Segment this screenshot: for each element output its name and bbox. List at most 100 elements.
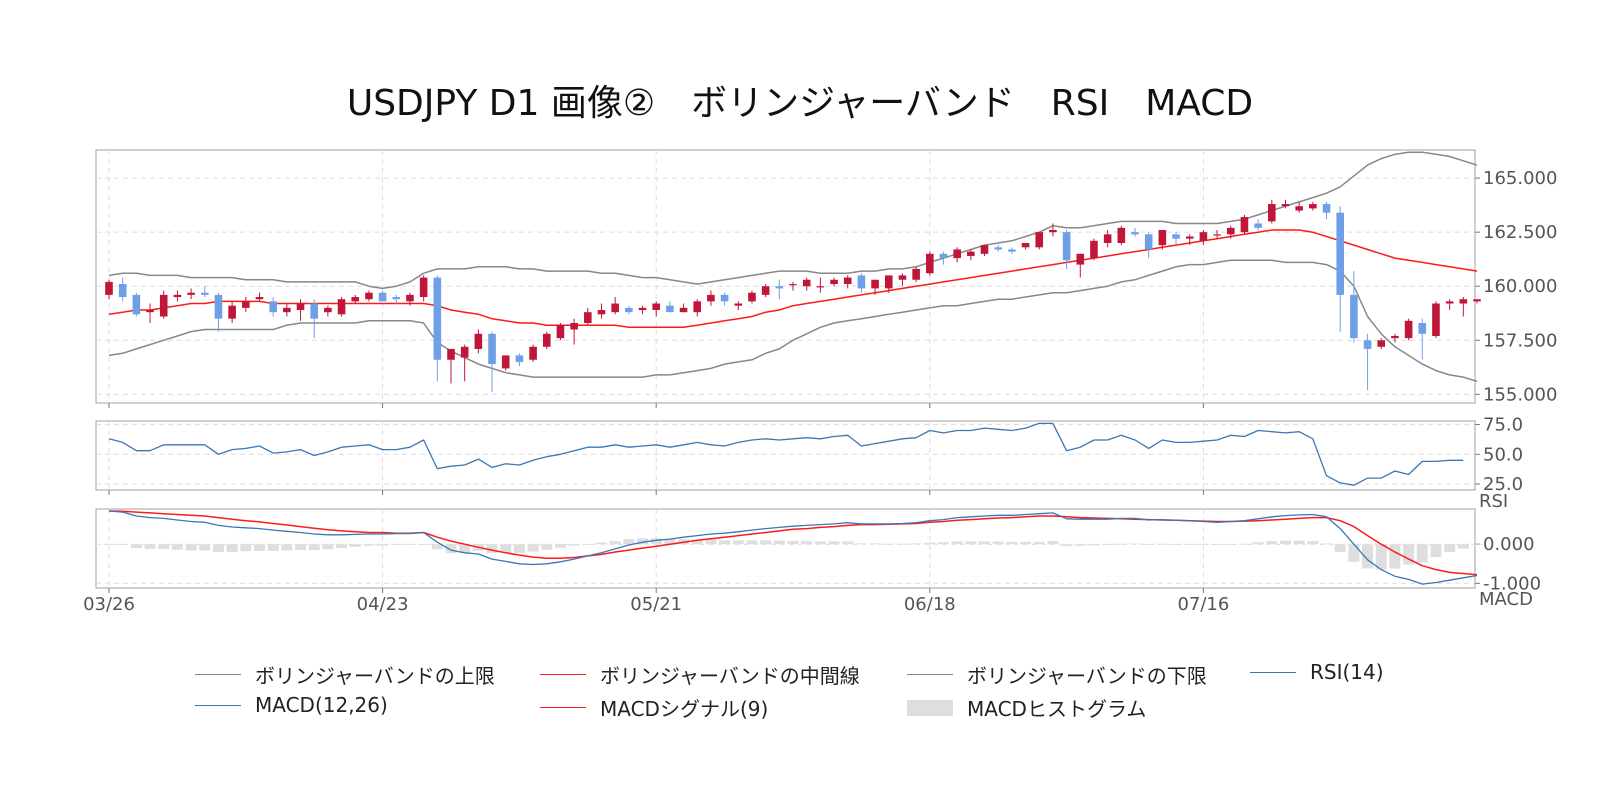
macd-histogram-bar [1115,543,1127,545]
candle-body [337,299,346,315]
y-tick-label: 75.0 [1483,415,1523,436]
candle-body [1350,294,1358,339]
candle [679,303,688,313]
candle-body [1336,212,1344,295]
candle [1021,242,1030,250]
candle [255,292,264,302]
candle-body [857,275,866,289]
legend-swatch [195,704,241,706]
macd-histogram-bar [1416,544,1428,563]
candle-body [967,251,975,256]
macd-histogram-bar [513,544,525,553]
macd-histogram-bar [1457,544,1469,549]
macd-histogram-bar [349,544,361,547]
candle-body [720,294,729,302]
candle [337,297,346,317]
macd-panel: -1.000 0.000 MACD 03/26 04/23 05/21 06/18 07/16 [83,508,1541,615]
macd-histogram-bar [1279,540,1291,545]
candle-body [1199,232,1208,241]
macd-histogram-bar [814,541,826,545]
macd-histogram-bar [1033,541,1045,545]
macd-histogram-bar [1444,544,1456,553]
candle [1062,230,1071,269]
candle-body [1363,340,1372,349]
candle [1103,230,1112,248]
candle [118,277,127,302]
macd-histogram-bar [336,544,348,549]
macd-histogram-bar [1156,543,1168,545]
legend-label: MACDヒストグラム [967,697,1147,721]
macd-histogram-bar [719,540,731,545]
candle [884,275,893,293]
candle [926,251,934,276]
macd-histogram-bar [158,544,170,549]
candle-body [187,292,195,295]
candle-body [1322,204,1331,213]
candle [269,297,277,317]
candle [132,292,141,317]
candle [324,305,332,317]
candle [912,266,920,282]
macd-histogram-bar [1238,543,1250,545]
candle [1459,297,1468,317]
candle [351,294,360,304]
macd-histogram-bar [1088,544,1100,546]
macd-histogram-bar [1006,541,1018,545]
candle-body [1035,232,1044,248]
candle [447,348,455,384]
legend-label: MACD(12,26) [255,693,388,717]
macd-histogram-bar [582,544,594,545]
candle-body [296,303,305,311]
candle [419,275,428,302]
candle [939,251,948,265]
macd-histogram-bar [185,544,197,551]
candle-body [406,294,414,302]
candle [1404,318,1413,341]
macd-histogram-bar [445,544,457,554]
candle-body [980,245,989,254]
candle-body [1090,240,1098,259]
candle-body [1008,249,1016,252]
macd-histogram-bar [1307,541,1319,545]
candle [392,294,401,304]
macd-histogram-bar [486,544,498,554]
macd-histogram-bar [1225,544,1237,545]
macd-histogram-bar [1375,544,1387,570]
candle-body [816,286,825,288]
macd-histogram-bar [773,540,785,545]
candle-body [1377,340,1386,347]
candle-body [926,253,934,274]
candle-body [488,333,496,365]
macd-histogram-bar [1266,541,1278,545]
candle-body [625,307,633,313]
candle-body [447,348,455,360]
candle [365,290,373,302]
candle [296,299,305,321]
macd-histogram-bar [1020,541,1032,545]
macd-histogram-bar [171,544,183,550]
candle [1158,230,1167,250]
macd-histogram-bar [103,544,115,545]
candle-body [1076,253,1085,265]
macd-histogram-bar [842,541,854,545]
rsi-axis-label: RSI [1479,491,1508,512]
macd-histogram-bar [1129,543,1141,545]
candle-body [802,279,811,287]
candle [310,299,318,339]
macd-histogram-bar [979,541,991,545]
candle [1240,214,1249,235]
candle [242,297,250,313]
macd-histogram-bar [1321,543,1333,545]
candle [611,297,619,315]
bb-middle-line [108,229,1478,329]
legend-swatch [540,674,586,675]
candle-body [1281,204,1290,207]
macd-histogram-bar [459,544,471,553]
candle-body [159,294,168,317]
candle-body [173,294,182,298]
candle-body [105,281,113,295]
candle-body [378,292,387,302]
macd-histogram-bar [1334,544,1346,553]
candle [378,290,387,302]
macd-histogram-bar [1252,542,1264,545]
